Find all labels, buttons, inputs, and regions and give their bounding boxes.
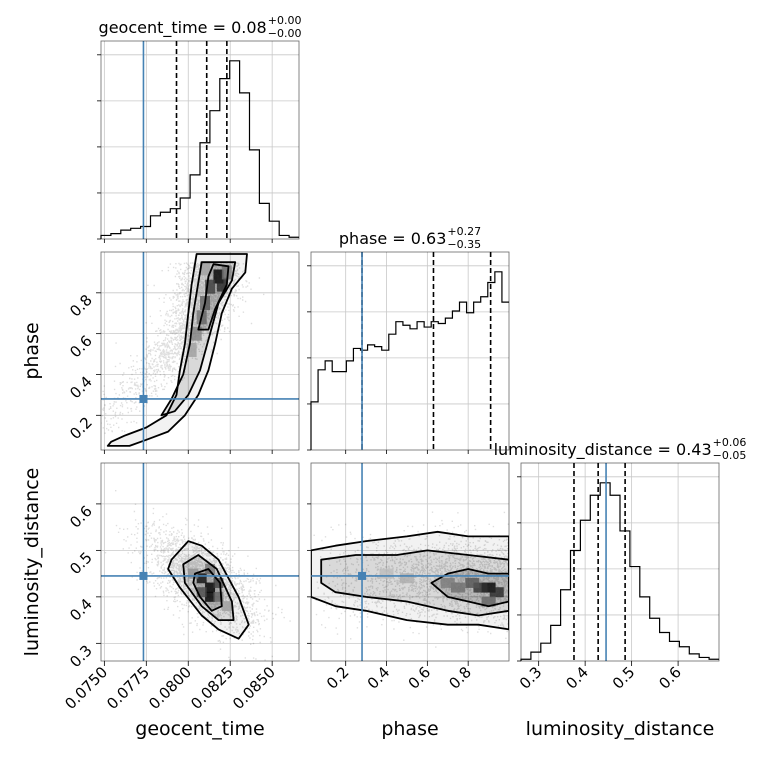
panel-title-luminosity_distance: luminosity_distance = 0.43 +0.06−0.05 xyxy=(494,436,747,462)
panel-phase-luminosity_distance xyxy=(311,463,509,661)
panel-title-geocent_time: geocent_time = 0.08 +0.00−0.00 xyxy=(99,14,302,40)
x-tick-label-phase: 0.2 xyxy=(323,663,353,693)
density-cell xyxy=(221,601,232,612)
panel-geocent_time-luminosity_distance xyxy=(101,463,299,661)
density-cell xyxy=(473,582,488,593)
panel-frame xyxy=(310,462,510,662)
panel-frame xyxy=(100,462,300,662)
histogram-geocent_time xyxy=(100,60,299,239)
frames-layer xyxy=(96,40,720,666)
title-sup: +0.27 xyxy=(447,225,481,238)
title-sub: −0.05 xyxy=(713,449,747,462)
y-tick-label-luminosity_distance: 0.3 xyxy=(66,641,96,671)
x-tick-label-geocent_time: 0.0750 xyxy=(61,663,111,713)
truth-marker xyxy=(139,394,148,403)
y-tick-label-luminosity_distance: 0.5 xyxy=(66,548,96,578)
density-cell xyxy=(213,577,224,588)
density-cell xyxy=(196,573,207,584)
title-main: geocent_time = 0.08 xyxy=(99,18,267,38)
x-tick-label-luminosity_distance: 0.4 xyxy=(562,663,592,693)
y-tick-label-phase: 0.6 xyxy=(66,332,96,362)
density-cell xyxy=(379,568,394,579)
density-cell xyxy=(200,261,211,276)
density-cell xyxy=(399,573,414,584)
truth-marker xyxy=(139,571,148,580)
y-tick-label-phase: 0.4 xyxy=(66,373,96,403)
truth-marker xyxy=(358,571,367,580)
density-cell xyxy=(481,582,496,593)
y-tick-label-luminosity_distance: 0.6 xyxy=(66,502,96,532)
density-cell xyxy=(196,587,207,598)
density-cell xyxy=(213,269,224,284)
density-cell xyxy=(205,563,216,574)
contour-mid xyxy=(160,261,237,417)
grid-layer xyxy=(101,41,719,661)
density-cell xyxy=(188,568,199,579)
panel-geocent_time-phase xyxy=(101,252,299,450)
x-tick-label-geocent_time: 0.0800 xyxy=(145,663,195,713)
density-cell xyxy=(465,577,480,588)
histogram-phase xyxy=(310,271,509,450)
title-sub: −0.00 xyxy=(268,27,302,40)
density-cell xyxy=(216,277,227,292)
x-tick-label-luminosity_distance: 0.3 xyxy=(516,663,546,693)
histogram-luminosity_distance xyxy=(520,482,719,661)
panel-title-phase: phase = 0.63 +0.27−0.35 xyxy=(339,225,481,251)
density-cell xyxy=(481,596,496,607)
y-tick-label-phase: 0.2 xyxy=(66,413,96,443)
contour-outer xyxy=(311,530,509,631)
panel-frame-luminosity_distance xyxy=(520,462,720,662)
contour-inner xyxy=(430,568,509,608)
panel-frame-geocent_time xyxy=(100,40,300,240)
x-axis-label-luminosity_distance: luminosity_distance xyxy=(526,718,715,740)
title-sup: +0.06 xyxy=(713,436,747,449)
data-layer xyxy=(100,41,719,661)
x-tick-label-phase: 0.6 xyxy=(405,663,435,693)
x-axis-label-phase: phase xyxy=(381,718,438,740)
y-tick-label-luminosity_distance: 0.4 xyxy=(66,595,96,625)
contour-inner xyxy=(197,263,230,331)
density-cell xyxy=(191,326,202,341)
title-sub: −0.35 xyxy=(447,238,481,251)
density-cell xyxy=(440,577,455,588)
title-sup: +0.00 xyxy=(268,14,302,27)
x-tick-label-phase: 0.4 xyxy=(364,663,394,693)
density-cell xyxy=(213,591,224,602)
x-axis-label-geocent_time: geocent_time xyxy=(135,718,264,740)
density-cell xyxy=(221,265,232,280)
density-cell xyxy=(186,342,197,357)
title-main: luminosity_distance = 0.43 xyxy=(494,440,712,460)
scatter-points xyxy=(313,511,509,648)
density-cell xyxy=(205,279,216,294)
density-cell xyxy=(205,582,216,593)
contour-outer xyxy=(106,253,248,447)
y-tick-label-phase: 0.8 xyxy=(66,291,96,321)
contour-outer xyxy=(167,540,250,640)
density-cell xyxy=(205,591,216,602)
y-axis-label-luminosity_distance: luminosity_distance xyxy=(21,468,43,657)
x-tick-label-geocent_time: 0.0775 xyxy=(103,663,153,713)
panel-frame-phase xyxy=(310,251,510,451)
panel-frame xyxy=(100,251,300,451)
title-main: phase = 0.63 xyxy=(339,229,446,248)
density-cell xyxy=(489,587,504,598)
x-tick-label-phase: 0.8 xyxy=(445,663,475,693)
density-cell xyxy=(450,582,465,593)
y-axis-label-phase: phase xyxy=(21,322,43,379)
x-tick-label-geocent_time: 0.0850 xyxy=(229,663,279,713)
x-tick-label-geocent_time: 0.0825 xyxy=(187,663,237,713)
x-tick-label-luminosity_distance: 0.5 xyxy=(609,663,639,693)
x-tick-label-luminosity_distance: 0.6 xyxy=(655,663,685,693)
contour-inner xyxy=(192,568,223,612)
